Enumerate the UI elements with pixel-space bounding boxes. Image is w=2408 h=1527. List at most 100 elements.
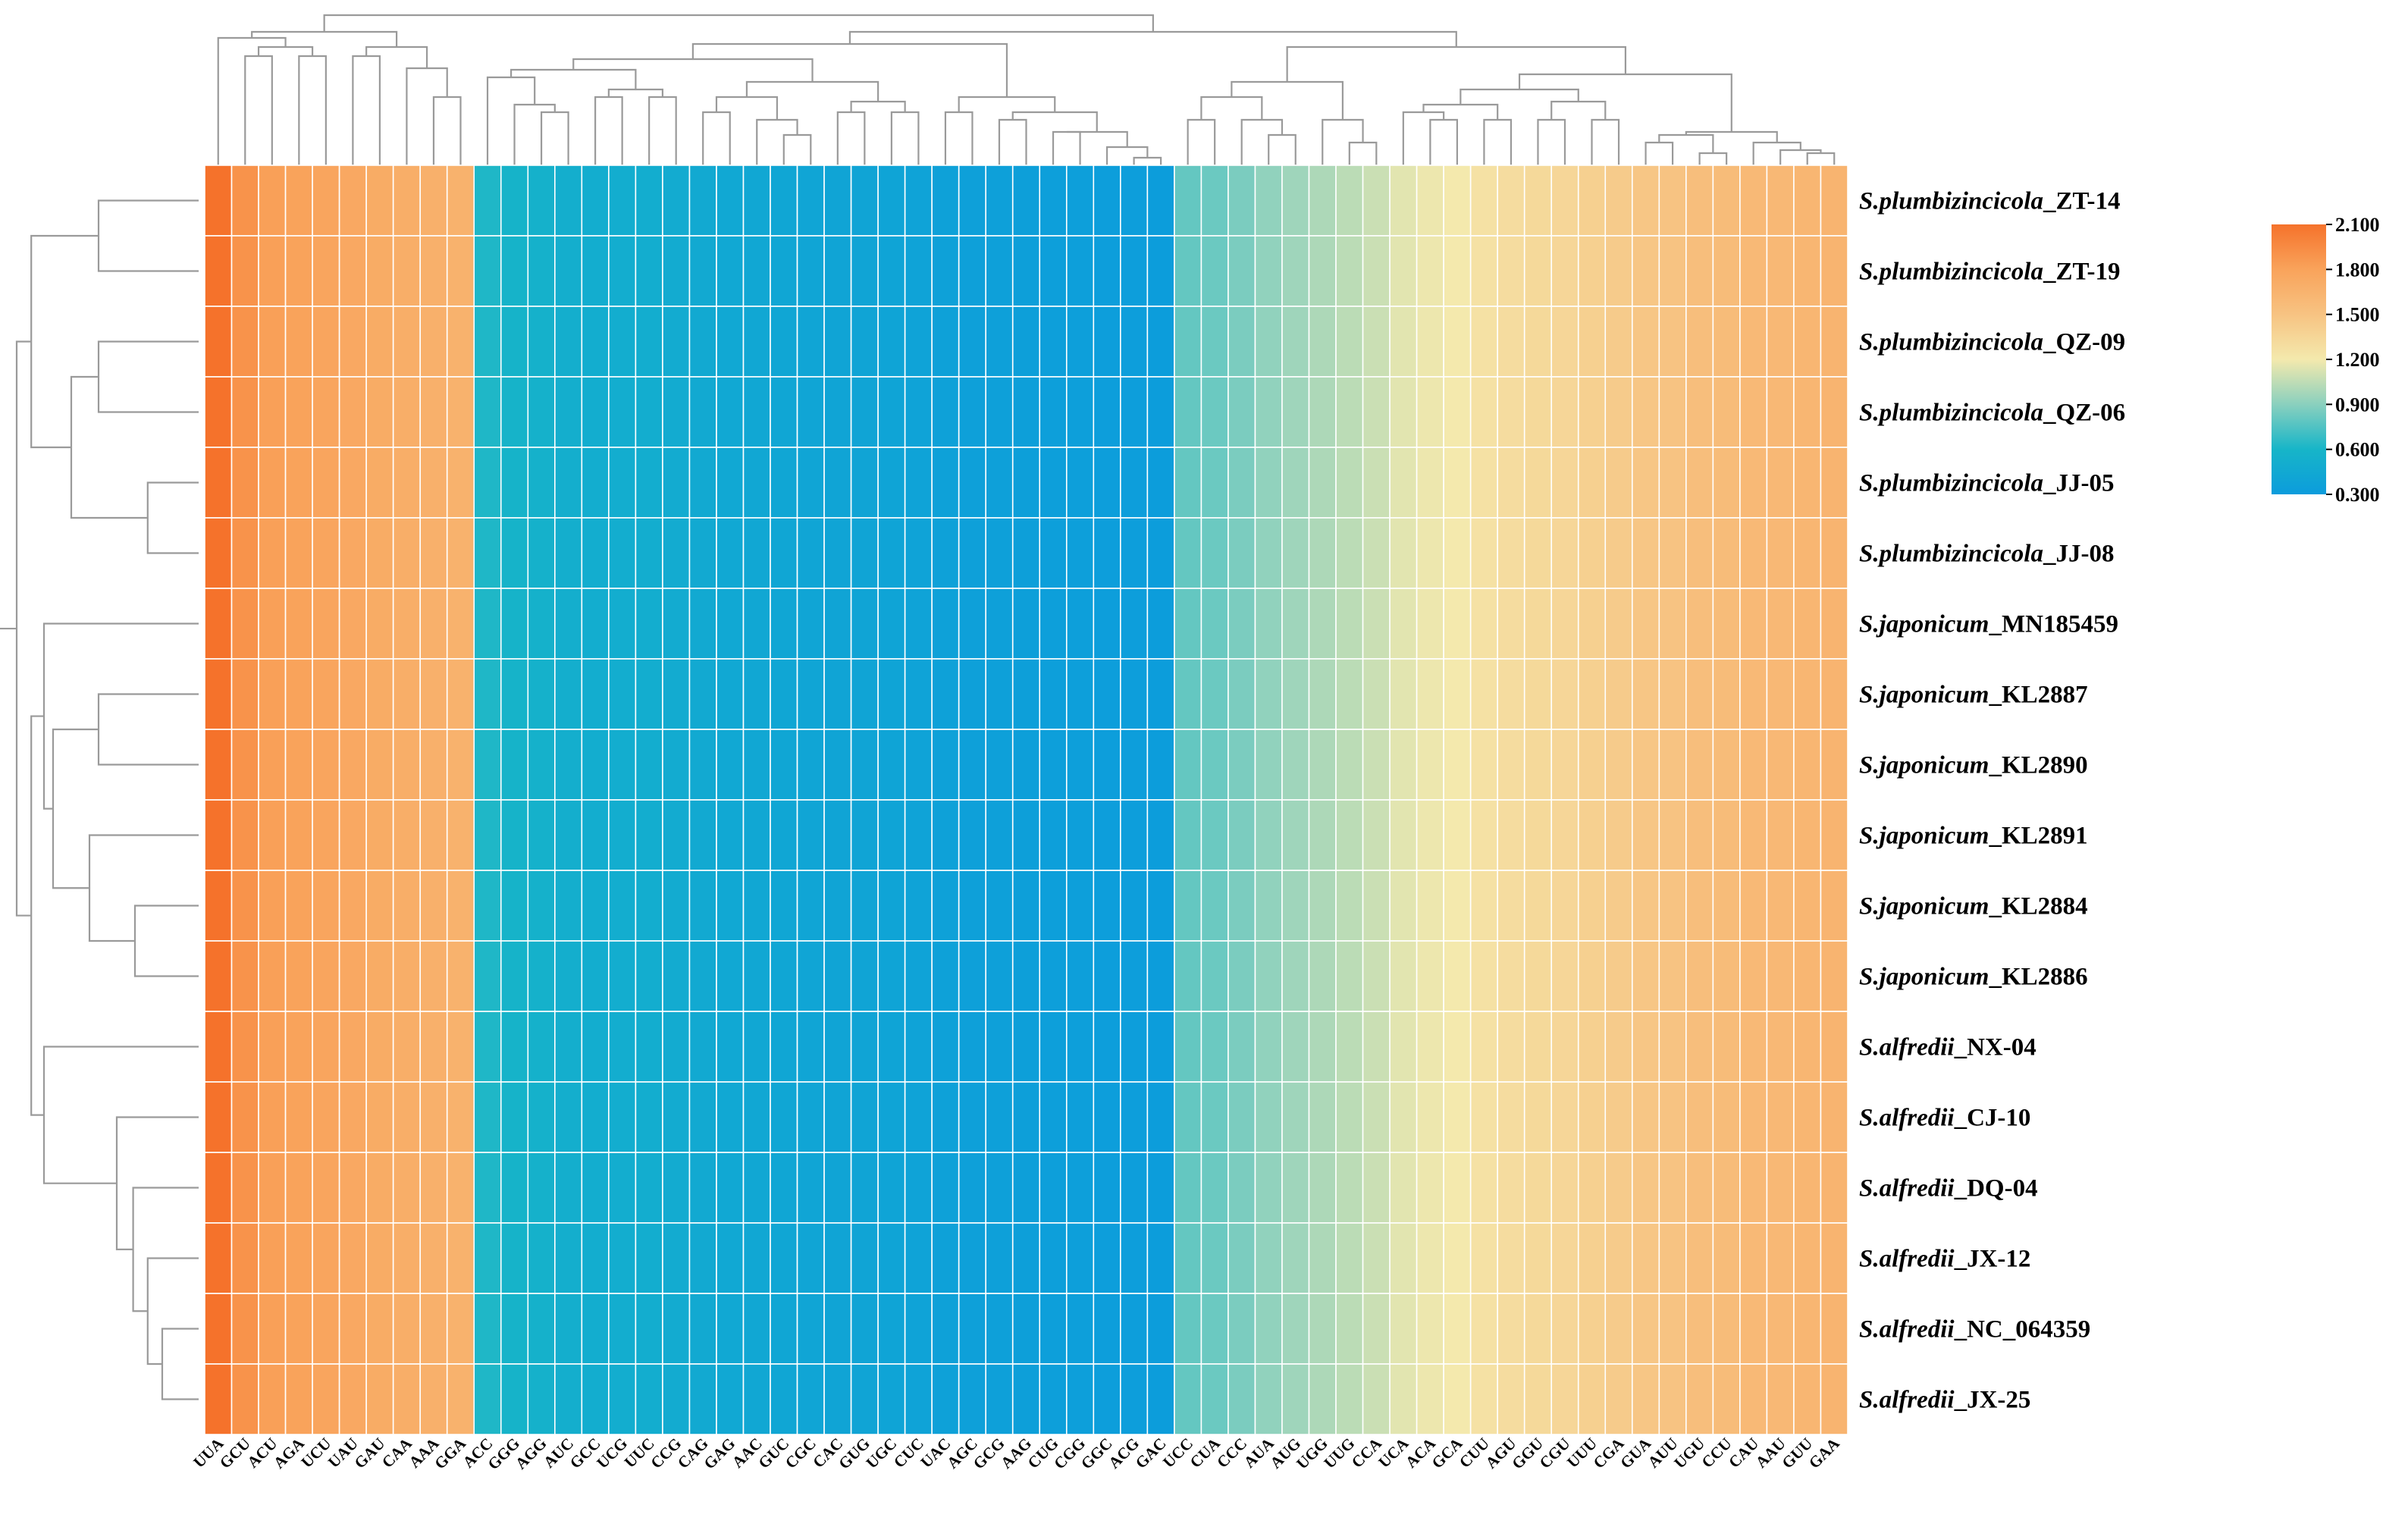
dendrogram-branch <box>782 133 812 165</box>
heatmap-cell <box>1254 1222 1283 1294</box>
heatmap-cell <box>1685 1011 1714 1083</box>
dendrogram-branch <box>1348 141 1378 165</box>
heatmap-cell <box>258 376 287 448</box>
heatmap-cell <box>1604 235 1633 307</box>
heatmap-cell <box>850 1152 879 1224</box>
heatmap-cell <box>338 940 367 1012</box>
heatmap-cell <box>284 306 313 378</box>
heatmap-cell <box>473 658 502 730</box>
heatmap-cell <box>1469 1011 1498 1083</box>
heatmap-cell <box>1120 658 1149 730</box>
colorbar-tick-label: 1.500 <box>2335 304 2380 326</box>
heatmap-cell <box>1093 729 1121 801</box>
heatmap-cell <box>904 870 933 942</box>
heatmap-cell <box>985 870 1014 942</box>
heatmap-cell <box>823 306 852 378</box>
heatmap-cell <box>635 658 663 730</box>
heatmap-cell <box>796 729 825 801</box>
heatmap-cell <box>1685 940 1714 1012</box>
heatmap-cell <box>1146 1152 1175 1224</box>
heatmap-cell <box>1550 1152 1579 1224</box>
heatmap-cell <box>904 799 933 871</box>
heatmap-cell <box>312 1152 340 1224</box>
heatmap-cell <box>1146 1363 1175 1435</box>
heatmap-cell <box>1254 1293 1283 1365</box>
heatmap-cell <box>365 447 394 519</box>
heatmap-cell <box>338 235 367 307</box>
heatmap-cell <box>204 165 233 237</box>
heatmap-cell <box>473 940 502 1012</box>
heatmap-cell <box>1469 870 1498 942</box>
heatmap-cell <box>1146 940 1175 1012</box>
heatmap-cell <box>1174 1293 1202 1365</box>
heatmap-cell <box>1308 870 1337 942</box>
row-label: S.japonicum_MN185459 <box>1859 611 2118 638</box>
heatmap-cell <box>500 1363 529 1435</box>
heatmap-cell <box>392 1222 421 1294</box>
row-label: S.plumbizincicola_JJ-08 <box>1859 541 2114 568</box>
heatmap-cell <box>419 376 448 448</box>
heatmap-cell <box>473 1152 502 1224</box>
heatmap-cell <box>1793 1152 1822 1224</box>
heatmap-cell <box>716 940 745 1012</box>
heatmap-cell <box>1389 1222 1418 1294</box>
heatmap-cell <box>1604 447 1633 519</box>
heatmap-cell <box>554 376 583 448</box>
heatmap-cell <box>1362 1011 1391 1083</box>
heatmap-cell <box>1065 1293 1095 1365</box>
heatmap-cell <box>527 658 556 730</box>
heatmap-cell <box>1146 165 1175 237</box>
heatmap-cell <box>581 1363 610 1435</box>
heatmap-cell <box>1308 588 1337 660</box>
heatmap-cell <box>904 588 933 660</box>
heatmap-cell <box>742 517 771 589</box>
heatmap-cell <box>1604 1011 1633 1083</box>
dendrogram-branch <box>1550 100 1607 120</box>
heatmap-cell <box>1766 1293 1795 1365</box>
dendrogram-branch <box>540 111 569 165</box>
heatmap-cells <box>204 165 1848 1435</box>
heatmap-cell <box>1766 1081 1795 1153</box>
heatmap-cell <box>1362 799 1391 871</box>
heatmap-cell <box>850 376 879 448</box>
heatmap-cell <box>1389 1011 1418 1083</box>
heatmap-cell <box>1604 1222 1633 1294</box>
dendrogram-branch <box>323 14 1154 32</box>
heatmap-cell <box>1604 1293 1633 1365</box>
heatmap-cell <box>446 588 475 660</box>
heatmap-cell <box>1497 588 1525 660</box>
heatmap-cell <box>608 517 637 589</box>
heatmap-cell <box>500 235 529 307</box>
heatmap-cell <box>1065 517 1095 589</box>
column-label: UAC <box>917 1435 954 1472</box>
heatmap-cell <box>1362 165 1391 237</box>
heatmap-cell <box>931 1293 960 1365</box>
heatmap-cell <box>1820 870 1848 942</box>
heatmap-cell <box>1712 1363 1741 1435</box>
heatmap-cell <box>1604 658 1633 730</box>
heatmap-cell <box>338 1011 367 1083</box>
heatmap-cell <box>635 1222 663 1294</box>
heatmap-cell <box>823 376 852 448</box>
heatmap-cell <box>985 517 1014 589</box>
dendrogram-branch <box>365 45 428 68</box>
heatmap-cell <box>635 870 663 942</box>
heatmap-cell <box>1146 517 1175 589</box>
heatmap-cell <box>608 165 637 237</box>
heatmap-cell <box>904 376 933 448</box>
heatmap-cell <box>1685 1293 1714 1365</box>
heatmap-cell <box>1604 376 1633 448</box>
heatmap-cell <box>1146 376 1175 448</box>
heatmap-cell <box>796 1152 825 1224</box>
heatmap-cell <box>1469 1293 1498 1365</box>
heatmap-cell <box>1254 1081 1283 1153</box>
heatmap-cell <box>1308 1293 1337 1365</box>
heatmap-cell <box>204 1081 233 1153</box>
heatmap-cell <box>1093 1293 1121 1365</box>
heatmap-cell <box>1820 447 1848 519</box>
heatmap-cell <box>958 165 987 237</box>
heatmap-cell <box>527 588 556 660</box>
dendrogram-branch <box>715 96 778 120</box>
heatmap-cell <box>419 658 448 730</box>
